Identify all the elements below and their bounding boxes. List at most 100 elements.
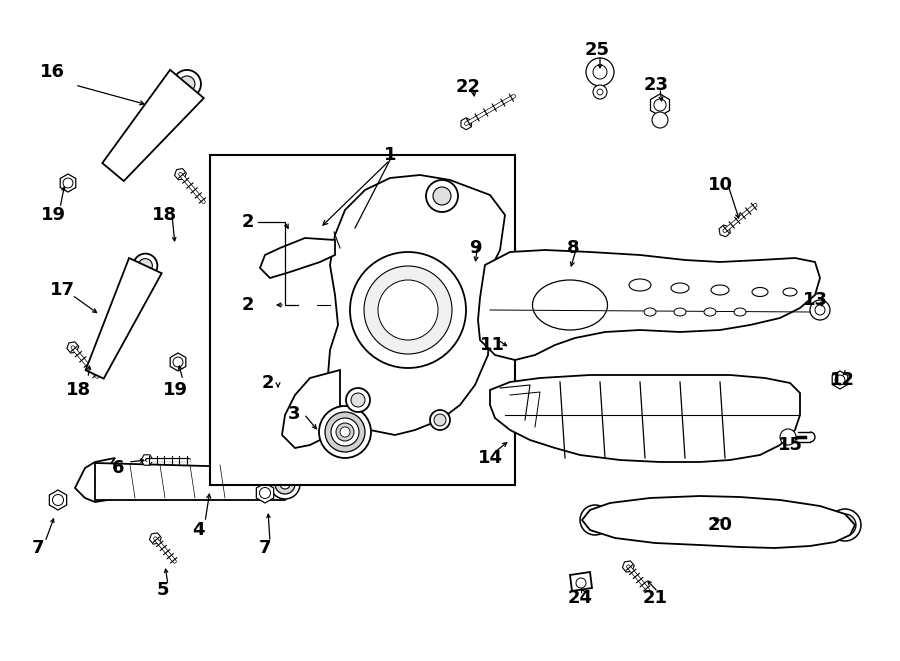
Polygon shape — [570, 572, 592, 591]
Polygon shape — [86, 258, 162, 379]
Ellipse shape — [734, 308, 746, 316]
Bar — [210, 155, 515, 485]
Circle shape — [580, 505, 610, 535]
Circle shape — [654, 99, 666, 111]
Ellipse shape — [674, 308, 686, 316]
Ellipse shape — [704, 308, 716, 316]
Text: 16: 16 — [40, 63, 65, 81]
Text: 6: 6 — [112, 459, 124, 477]
Polygon shape — [490, 375, 800, 462]
Polygon shape — [719, 225, 730, 237]
Polygon shape — [256, 483, 274, 503]
Ellipse shape — [154, 106, 168, 123]
Text: 4: 4 — [192, 521, 204, 539]
Polygon shape — [75, 458, 120, 502]
Ellipse shape — [644, 308, 656, 316]
Circle shape — [173, 70, 201, 98]
Ellipse shape — [629, 279, 651, 291]
Polygon shape — [582, 496, 855, 548]
Polygon shape — [478, 250, 820, 360]
Text: 17: 17 — [50, 281, 75, 299]
Ellipse shape — [128, 284, 138, 301]
Polygon shape — [175, 169, 186, 180]
Circle shape — [290, 210, 334, 254]
Circle shape — [593, 65, 607, 79]
Text: 18: 18 — [151, 206, 176, 224]
Ellipse shape — [752, 288, 768, 297]
Circle shape — [331, 418, 359, 446]
Polygon shape — [328, 175, 505, 435]
Text: 5: 5 — [157, 581, 169, 599]
Ellipse shape — [671, 283, 689, 293]
Text: 12: 12 — [830, 371, 854, 389]
Polygon shape — [623, 561, 634, 572]
Text: 13: 13 — [803, 291, 827, 309]
Circle shape — [280, 479, 290, 489]
Circle shape — [286, 374, 314, 402]
Polygon shape — [50, 490, 67, 510]
Ellipse shape — [711, 285, 729, 295]
Circle shape — [378, 280, 438, 340]
Polygon shape — [149, 533, 161, 544]
Polygon shape — [67, 342, 78, 353]
Polygon shape — [103, 70, 203, 181]
Text: 11: 11 — [480, 336, 505, 354]
Ellipse shape — [533, 280, 608, 330]
Circle shape — [259, 488, 271, 498]
Text: 10: 10 — [707, 176, 733, 194]
Circle shape — [270, 469, 300, 499]
Ellipse shape — [139, 124, 154, 141]
Ellipse shape — [114, 312, 125, 329]
Circle shape — [275, 474, 295, 494]
Polygon shape — [282, 370, 340, 448]
Ellipse shape — [783, 288, 797, 296]
Text: 2: 2 — [242, 213, 254, 231]
Circle shape — [597, 89, 603, 95]
Text: 2: 2 — [242, 296, 254, 314]
Text: 25: 25 — [584, 41, 609, 59]
Circle shape — [433, 187, 451, 205]
Circle shape — [590, 515, 600, 525]
Circle shape — [306, 226, 318, 238]
Polygon shape — [651, 94, 670, 116]
Circle shape — [810, 300, 830, 320]
Circle shape — [294, 382, 306, 394]
Polygon shape — [170, 353, 185, 371]
Circle shape — [834, 514, 856, 536]
Text: 14: 14 — [478, 449, 502, 467]
Circle shape — [780, 429, 796, 445]
Circle shape — [63, 178, 73, 188]
Circle shape — [576, 578, 586, 588]
Circle shape — [426, 180, 458, 212]
Circle shape — [835, 375, 845, 385]
Circle shape — [273, 283, 317, 327]
Circle shape — [815, 305, 825, 315]
Circle shape — [430, 410, 450, 430]
Text: 19: 19 — [40, 206, 66, 224]
Circle shape — [505, 343, 515, 353]
Polygon shape — [260, 238, 335, 278]
Circle shape — [586, 58, 614, 86]
Circle shape — [336, 423, 354, 441]
Text: 2: 2 — [262, 374, 274, 392]
Text: 23: 23 — [644, 76, 669, 94]
Circle shape — [652, 112, 668, 128]
Text: 3: 3 — [288, 405, 301, 423]
Circle shape — [298, 218, 326, 246]
Circle shape — [351, 393, 365, 407]
Text: 18: 18 — [66, 381, 91, 399]
Text: 24: 24 — [568, 589, 592, 607]
Circle shape — [289, 299, 301, 311]
Ellipse shape — [124, 142, 139, 158]
Circle shape — [325, 412, 365, 452]
Polygon shape — [95, 463, 290, 500]
Text: 8: 8 — [567, 239, 580, 257]
Circle shape — [829, 509, 861, 541]
Text: 7: 7 — [259, 539, 271, 557]
Circle shape — [364, 266, 452, 354]
Text: 7: 7 — [32, 539, 44, 557]
Polygon shape — [832, 371, 848, 389]
Circle shape — [840, 520, 850, 530]
Text: 1: 1 — [383, 146, 396, 164]
Text: 21: 21 — [643, 589, 668, 607]
